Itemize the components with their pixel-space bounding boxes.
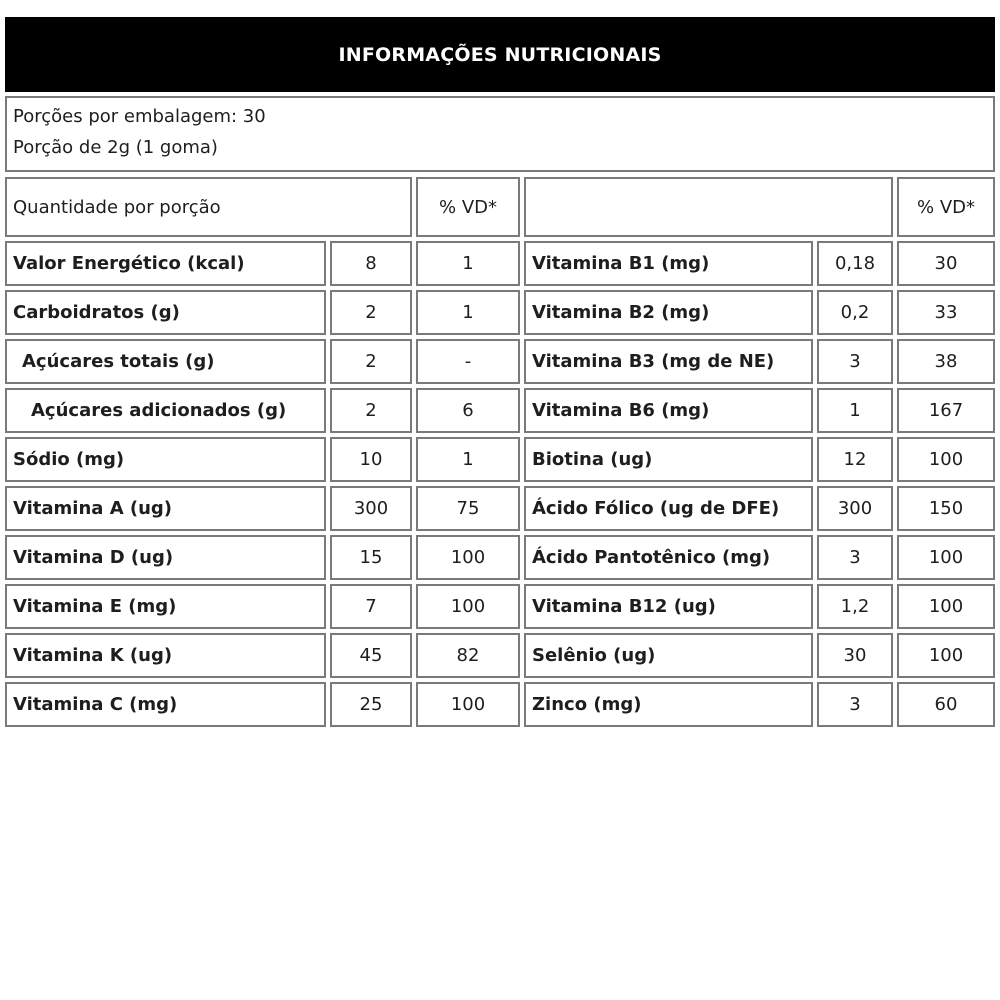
nutrient-vd: -: [416, 339, 520, 384]
nutrient-name: Sódio (mg): [5, 437, 326, 482]
nutrient-name: Selênio (ug): [524, 633, 813, 678]
nutrient-amount: 12: [817, 437, 893, 482]
nutrient-amount: 300: [330, 486, 412, 531]
nutrition-table: Quantidade por porção % VD* % VD* Valor …: [5, 177, 995, 727]
nutrient-amount: 0,18: [817, 241, 893, 286]
nutrient-vd: 100: [416, 535, 520, 580]
nutrient-vd: 1: [416, 241, 520, 286]
nutrient-name: Açúcares totais (g): [5, 339, 326, 384]
nutrient-name: Vitamina E (mg): [5, 584, 326, 629]
nutrient-vd: 1: [416, 290, 520, 335]
nutrient-name: Ácido Fólico (ug de DFE): [524, 486, 813, 531]
nutrient-amount: 3: [817, 535, 893, 580]
nutrient-amount: 15: [330, 535, 412, 580]
nutrient-name: Vitamina C (mg): [5, 682, 326, 727]
nutrient-amount: 1: [817, 388, 893, 433]
nutrient-name: Vitamina B12 (ug): [524, 584, 813, 629]
nutrient-vd: 100: [416, 584, 520, 629]
nutrient-vd: 1: [416, 437, 520, 482]
nutrient-amount: 2: [330, 290, 412, 335]
nutrient-vd: 100: [897, 633, 995, 678]
nutrient-amount: 10: [330, 437, 412, 482]
nutrient-amount: 300: [817, 486, 893, 531]
nutrient-amount: 2: [330, 388, 412, 433]
nutrient-name: Valor Energético (kcal): [5, 241, 326, 286]
nutrient-vd: 167: [897, 388, 995, 433]
nutrient-name: Vitamina D (ug): [5, 535, 326, 580]
header-quantity: Quantidade por porção: [5, 177, 412, 237]
nutrient-vd: 33: [897, 290, 995, 335]
nutrient-amount: 0,2: [817, 290, 893, 335]
nutrient-amount: 45: [330, 633, 412, 678]
nutrient-amount: 25: [330, 682, 412, 727]
nutrient-amount: 30: [817, 633, 893, 678]
nutrient-amount: 2: [330, 339, 412, 384]
nutrient-amount: 7: [330, 584, 412, 629]
nutrient-name: Vitamina K (ug): [5, 633, 326, 678]
nutrient-vd: 150: [897, 486, 995, 531]
nutrient-vd: 6: [416, 388, 520, 433]
nutrient-name: Vitamina A (ug): [5, 486, 326, 531]
nutrient-name: Ácido Pantotênico (mg): [524, 535, 813, 580]
nutrient-vd: 82: [416, 633, 520, 678]
nutrient-name: Biotina (ug): [524, 437, 813, 482]
nutrient-name: Vitamina B6 (mg): [524, 388, 813, 433]
nutrient-name: Carboidratos (g): [5, 290, 326, 335]
nutrient-amount: 1,2: [817, 584, 893, 629]
nutrient-vd: 38: [897, 339, 995, 384]
nutrient-vd: 60: [897, 682, 995, 727]
nutrient-vd: 100: [897, 535, 995, 580]
nutrient-name: Vitamina B2 (mg): [524, 290, 813, 335]
header-vd-right: % VD*: [897, 177, 995, 237]
serving-info: Porções por embalagem: 30 Porção de 2g (…: [5, 96, 995, 172]
nutrient-name: Açúcares adicionados (g): [5, 388, 326, 433]
header-empty: [524, 177, 893, 237]
servings-per-package: Porções por embalagem: 30: [13, 106, 266, 127]
nutrient-amount: 3: [817, 339, 893, 384]
table-title: INFORMAÇÕES NUTRICIONAIS: [5, 17, 995, 92]
nutrient-vd: 100: [897, 437, 995, 482]
nutrient-vd: 75: [416, 486, 520, 531]
nutrient-name: Zinco (mg): [524, 682, 813, 727]
header-vd-left: % VD*: [416, 177, 520, 237]
nutrient-vd: 100: [897, 584, 995, 629]
nutrient-vd: 100: [416, 682, 520, 727]
nutrient-name: Vitamina B1 (mg): [524, 241, 813, 286]
nutrient-amount: 3: [817, 682, 893, 727]
nutrient-name: Vitamina B3 (mg de NE): [524, 339, 813, 384]
nutrient-vd: 30: [897, 241, 995, 286]
serving-size: Porção de 2g (1 goma): [13, 137, 218, 158]
nutrient-amount: 8: [330, 241, 412, 286]
